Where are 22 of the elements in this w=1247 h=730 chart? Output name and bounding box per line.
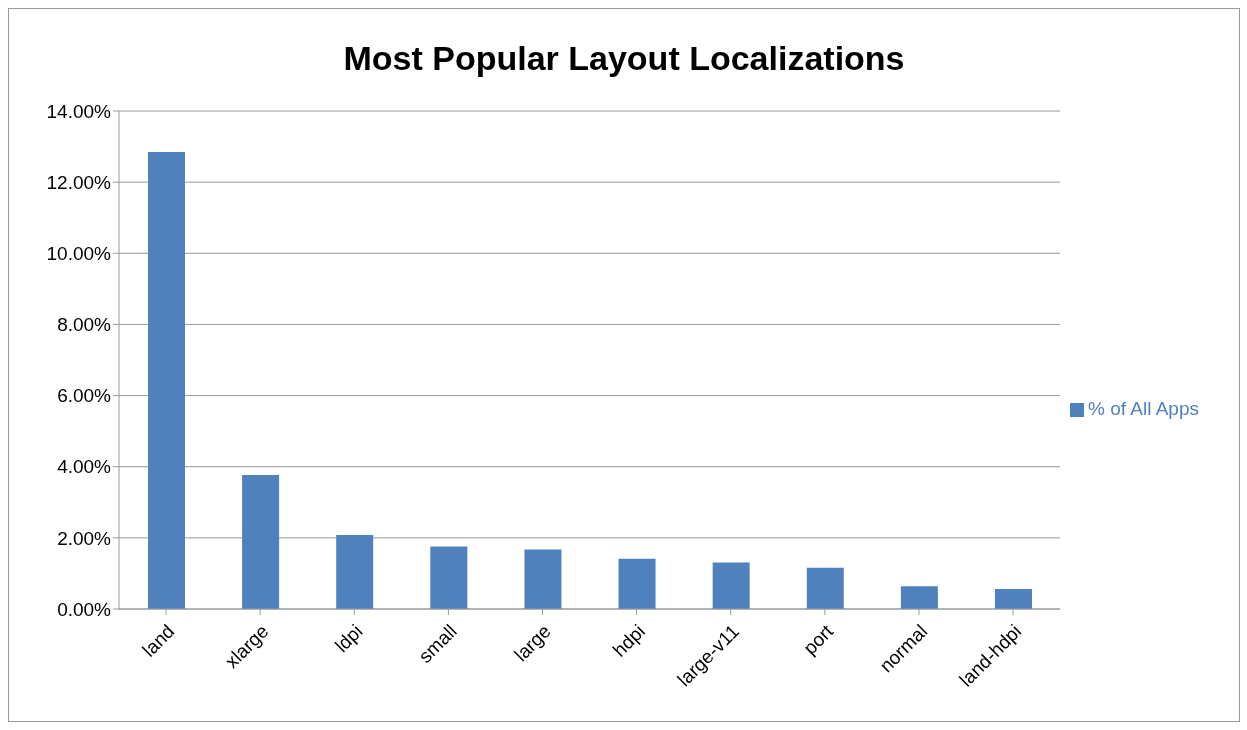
x-tick-label: port: [799, 620, 838, 659]
bar: [994, 589, 1032, 609]
y-tick-label: 6.00%: [57, 385, 112, 407]
bar: [900, 586, 938, 609]
y-tick-label: 14.00%: [46, 100, 112, 122]
bar: [242, 474, 280, 609]
bar: [430, 546, 468, 609]
bar: [618, 558, 656, 609]
bar: [336, 535, 374, 609]
bar: [148, 151, 185, 609]
y-tick-label: 4.00%: [57, 456, 112, 478]
bar: [712, 562, 750, 609]
y-tick-label: 0.00%: [57, 598, 112, 620]
y-tick-label: 8.00%: [57, 314, 112, 336]
legend-label: % of All Apps: [1088, 398, 1199, 419]
y-tick-label: 12.00%: [46, 171, 112, 193]
y-tick-label: 10.00%: [46, 243, 112, 265]
x-tick-label: ldpi: [330, 620, 367, 657]
chart-title: Most Popular Layout Localizations: [342, 38, 906, 79]
bar: [806, 567, 844, 609]
y-tick-label: 2.00%: [57, 527, 112, 549]
bar: [524, 549, 562, 609]
